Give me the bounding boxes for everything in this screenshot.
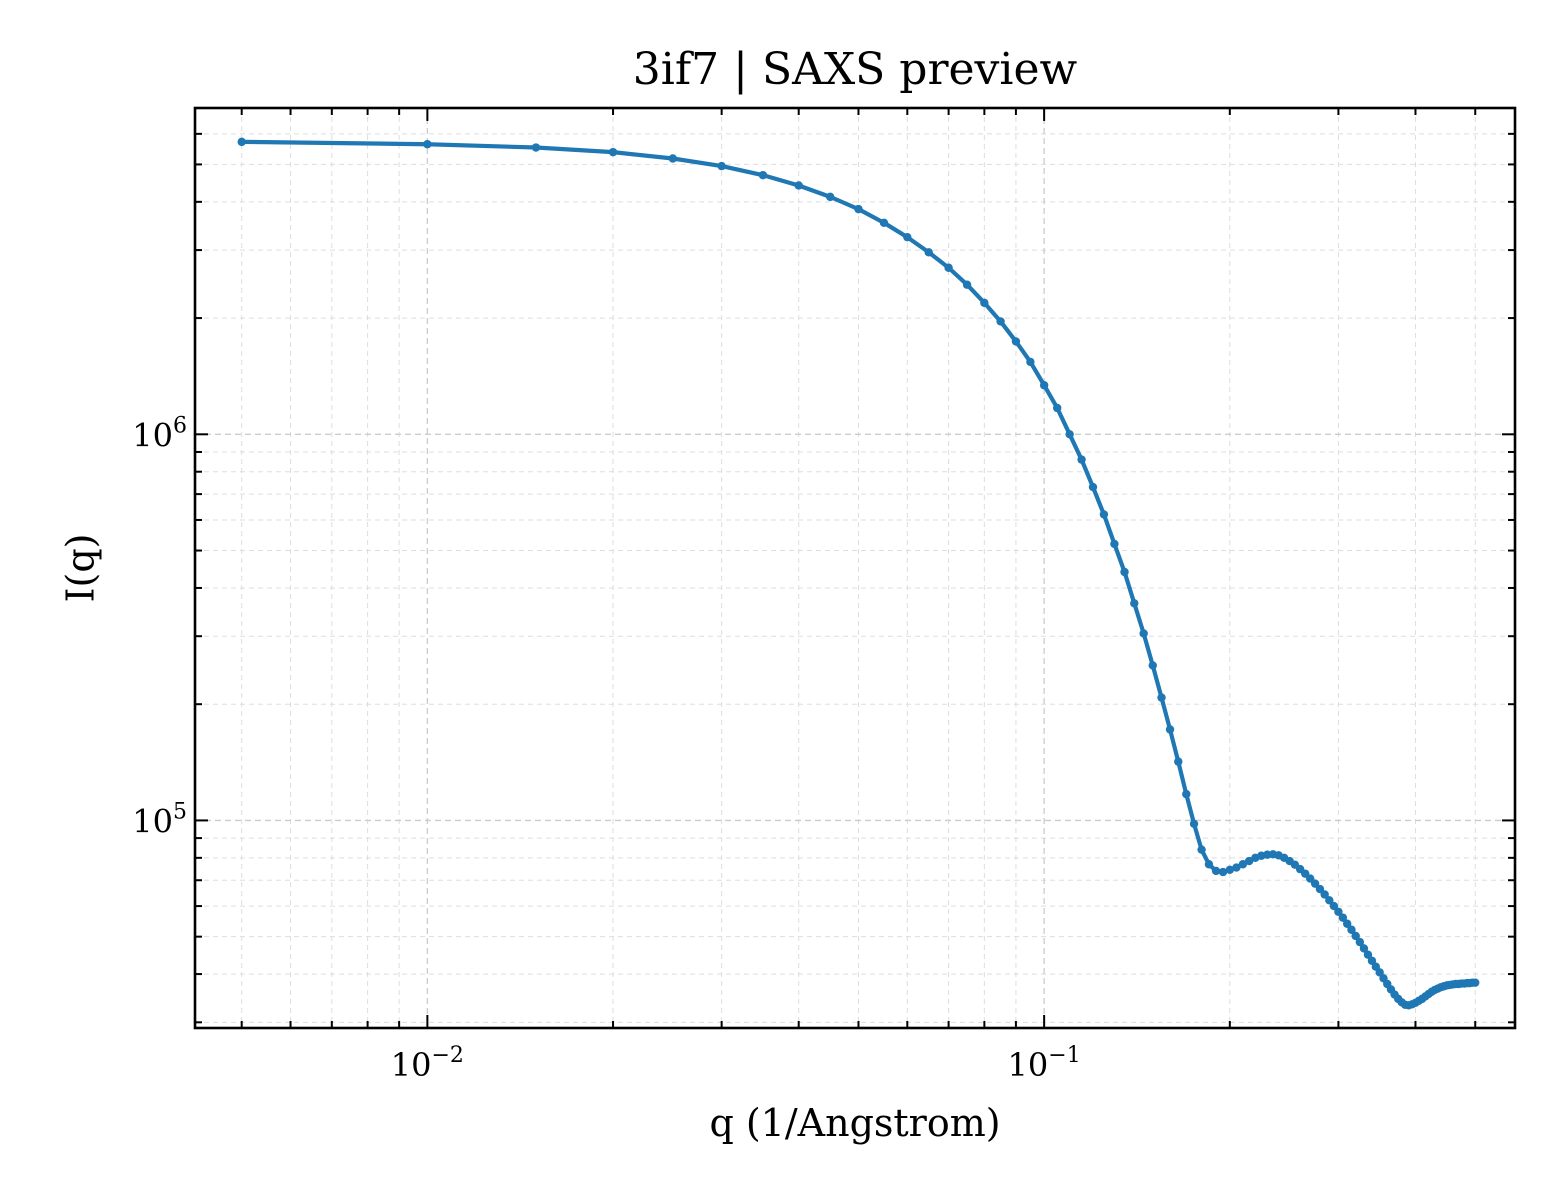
data-point (1225, 865, 1235, 874)
data-point (717, 161, 726, 171)
data-point (1359, 944, 1369, 953)
data-point (826, 192, 835, 202)
data-point (1120, 567, 1129, 577)
x-axis-label: q (1/Angstrom) (709, 1101, 1000, 1145)
data-point (944, 263, 953, 272)
data-point (854, 204, 863, 214)
data-point (1189, 819, 1199, 829)
data-point (1182, 789, 1191, 799)
x-tick-label: 10−1 (1008, 1043, 1081, 1084)
data-point (531, 143, 541, 152)
data-point (794, 181, 803, 190)
data-point (1471, 978, 1480, 987)
data-point (1130, 599, 1139, 608)
data-point (1238, 860, 1248, 869)
data-point (1363, 950, 1373, 959)
data-point (980, 298, 989, 308)
data-point (1088, 482, 1098, 492)
data-point (1110, 539, 1119, 549)
data-point (879, 218, 889, 228)
series-layer (237, 137, 1480, 1010)
data-point (1197, 845, 1206, 854)
axis-ticks (195, 107, 1515, 1028)
grid-lines (195, 107, 1515, 1028)
data-point (1077, 455, 1086, 464)
data-point (1174, 757, 1183, 766)
data-point (1053, 403, 1062, 413)
data-point (962, 280, 972, 289)
data-point (1065, 430, 1074, 439)
x-tick-label: 10−2 (391, 1043, 464, 1084)
data-point (1204, 860, 1214, 869)
data-point (423, 140, 432, 149)
data-point (1165, 725, 1175, 734)
data-point (1315, 884, 1325, 894)
data-point (924, 248, 933, 257)
data-point (758, 170, 768, 180)
chart-title: 3if7 | SAXS preview (633, 44, 1078, 95)
data-point (1367, 956, 1377, 965)
data-point (1011, 337, 1021, 346)
data-point (237, 137, 246, 147)
data-point (1099, 510, 1109, 519)
data-point (1232, 863, 1241, 872)
plot-frame (193, 106, 1517, 1030)
data-point (1039, 381, 1049, 390)
data-point (903, 232, 912, 242)
data-point (1320, 890, 1329, 899)
data-point (1139, 629, 1148, 638)
data-point (1329, 901, 1339, 911)
data-point (1310, 879, 1320, 888)
y-axis-label: I(q) (59, 534, 103, 603)
axis-tick-labels: 10−2 10−1 105 106 (132, 413, 1080, 1084)
y-tick-label: 105 (132, 799, 187, 840)
data-point (1342, 919, 1352, 928)
data-point (1148, 661, 1157, 670)
data-point (668, 154, 678, 163)
data-point (1351, 931, 1360, 941)
data-point (1211, 866, 1221, 876)
data-point (1338, 913, 1348, 922)
data-point (1218, 867, 1228, 877)
data-point (1334, 907, 1343, 916)
data-point (1157, 693, 1166, 702)
data-point (608, 147, 618, 157)
data-point (1347, 925, 1356, 934)
data-point (1325, 896, 1334, 905)
data-point (1026, 357, 1035, 367)
data-point (1355, 937, 1365, 947)
y-tick-label: 106 (132, 413, 187, 454)
data-point (996, 317, 1005, 326)
